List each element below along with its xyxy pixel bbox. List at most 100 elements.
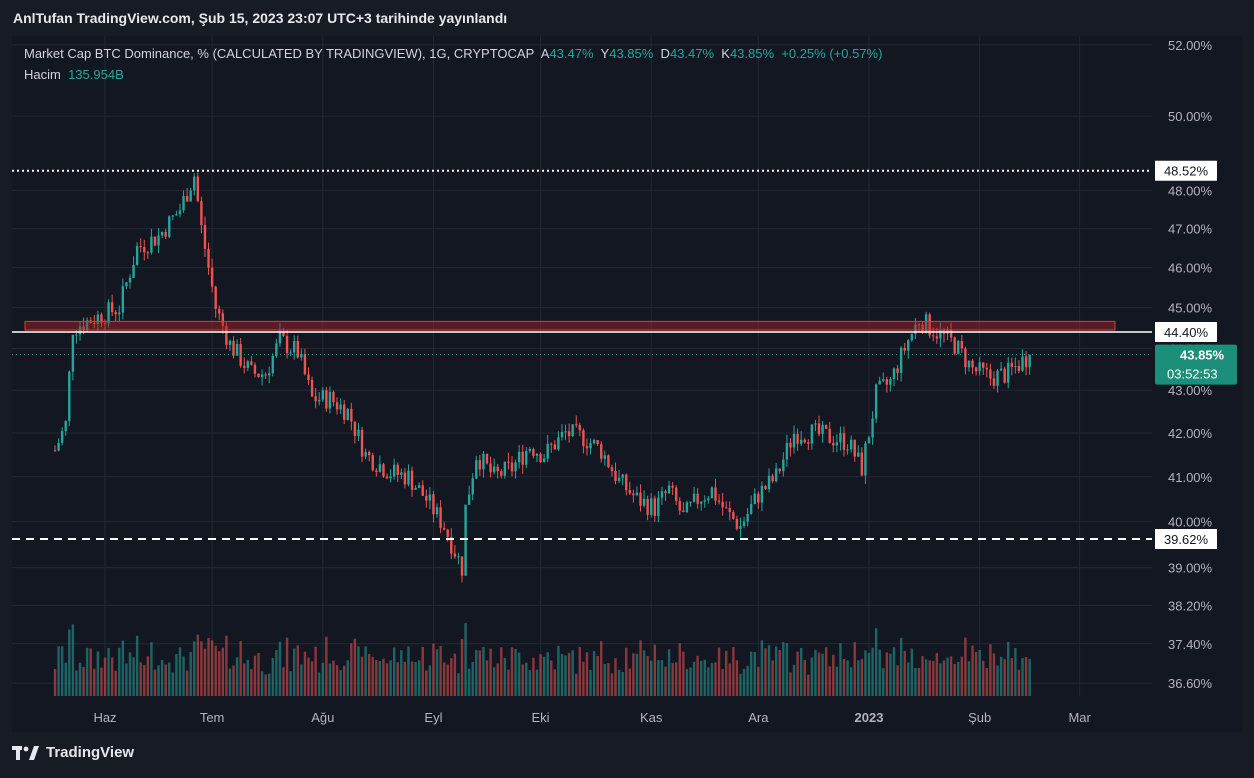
chart-panel[interactable]: 36.60% 37.40% 38.20% 39.00% 40.00% 41.00% 42.0…	[12, 36, 1242, 732]
candle-body	[118, 312, 121, 315]
candle-body	[364, 451, 367, 457]
candle-body	[517, 451, 521, 463]
candle-body	[610, 467, 614, 472]
volume-bar	[228, 668, 232, 696]
candle-body	[175, 214, 178, 216]
candle-body	[967, 360, 971, 368]
candle-body	[157, 235, 160, 246]
candle-body	[314, 396, 317, 402]
candle-body	[93, 322, 96, 324]
candle-body	[421, 485, 424, 496]
candle-body	[164, 231, 167, 237]
candle-body	[735, 518, 739, 529]
volume-bar	[717, 647, 721, 696]
volume-bar	[207, 638, 210, 696]
candle-body	[896, 368, 899, 373]
candle-body	[268, 373, 271, 376]
volume-bar	[971, 645, 974, 696]
x-tick-label: Mar	[1068, 710, 1091, 725]
candle-body	[307, 374, 310, 380]
candle-body	[300, 353, 303, 358]
volume-bar	[357, 646, 360, 696]
volume-bar	[564, 655, 567, 696]
x-tick-label: Ara	[748, 710, 769, 725]
volume-bar	[435, 649, 439, 696]
resistance-zone	[24, 320, 1116, 331]
candle-body	[696, 493, 699, 504]
volume-bar	[285, 637, 289, 696]
volume-bar	[671, 662, 674, 696]
volume-bar	[960, 656, 964, 696]
current-price-value: 43.85%	[1180, 348, 1225, 363]
volume-bar	[999, 656, 1003, 696]
candle-body	[185, 196, 189, 202]
chart-svg[interactable]: 36.60% 37.40% 38.20% 39.00% 40.00% 41.00% 42.0…	[12, 36, 1242, 732]
candle-body	[928, 314, 931, 336]
candle-body	[742, 521, 746, 526]
volume-bar	[864, 650, 867, 696]
volume-bar	[992, 653, 996, 696]
candle-body	[232, 340, 235, 356]
candle-body	[403, 472, 407, 485]
candle-body	[475, 460, 478, 479]
candle-body	[285, 336, 289, 354]
volume-bar	[296, 645, 299, 696]
volume-bar	[114, 670, 117, 696]
candle-body	[414, 487, 417, 490]
candle-body	[339, 404, 342, 410]
close-value: 43.85%	[729, 46, 775, 61]
series-legend: Market Cap BTC Dominance, % (CALCULATED …	[24, 46, 882, 61]
volume-bar	[789, 672, 792, 696]
candle-body	[392, 464, 396, 477]
candle-body	[935, 336, 939, 339]
candle-body	[442, 527, 446, 530]
volume-bar	[585, 652, 589, 696]
y-tick-label: 47.00%	[1168, 222, 1213, 237]
candle-body	[567, 431, 571, 437]
volume-bar	[642, 650, 646, 696]
candle-body	[196, 176, 200, 202]
candle-body	[64, 420, 67, 432]
tradingview-logo-icon	[12, 745, 39, 760]
volume-bar	[407, 646, 410, 696]
x-tick-label: 2023	[855, 710, 884, 725]
candle-body	[553, 444, 557, 450]
candle-body	[457, 556, 460, 558]
open-label: A	[540, 46, 550, 61]
candle-body	[478, 460, 482, 470]
candle-body	[860, 452, 864, 476]
volume-bar	[432, 643, 435, 696]
candle-body	[235, 343, 239, 356]
candle-body	[539, 453, 542, 462]
volume-bar	[350, 643, 353, 696]
volume-bar	[978, 650, 981, 696]
candle-body	[974, 367, 978, 372]
candle-body	[774, 468, 778, 482]
volume-bar	[610, 673, 614, 696]
volume-bar	[314, 646, 317, 696]
volume-bar	[275, 650, 278, 696]
candle-body	[160, 231, 164, 236]
volume-bar	[243, 663, 246, 696]
candle-body	[682, 510, 685, 513]
candle-body	[500, 471, 503, 476]
volume-bar	[678, 643, 681, 696]
volume-bar	[268, 673, 271, 696]
candle-body	[96, 314, 100, 324]
volume-bar	[160, 659, 164, 696]
candle-body	[450, 537, 453, 554]
candle-body	[907, 340, 910, 351]
volume-bar	[528, 670, 532, 696]
volume-bar	[635, 653, 639, 696]
x-tick-label: Tem	[200, 710, 225, 725]
candle-body	[103, 323, 107, 325]
volume-bar	[596, 655, 599, 696]
candle-body	[1021, 356, 1024, 371]
volume-bar	[425, 670, 428, 696]
candle-body	[924, 314, 928, 333]
candle-body	[867, 437, 871, 444]
candle-body	[982, 362, 985, 368]
volume-bar	[942, 660, 946, 696]
volume-bar	[821, 653, 824, 696]
candle-body	[921, 324, 924, 333]
